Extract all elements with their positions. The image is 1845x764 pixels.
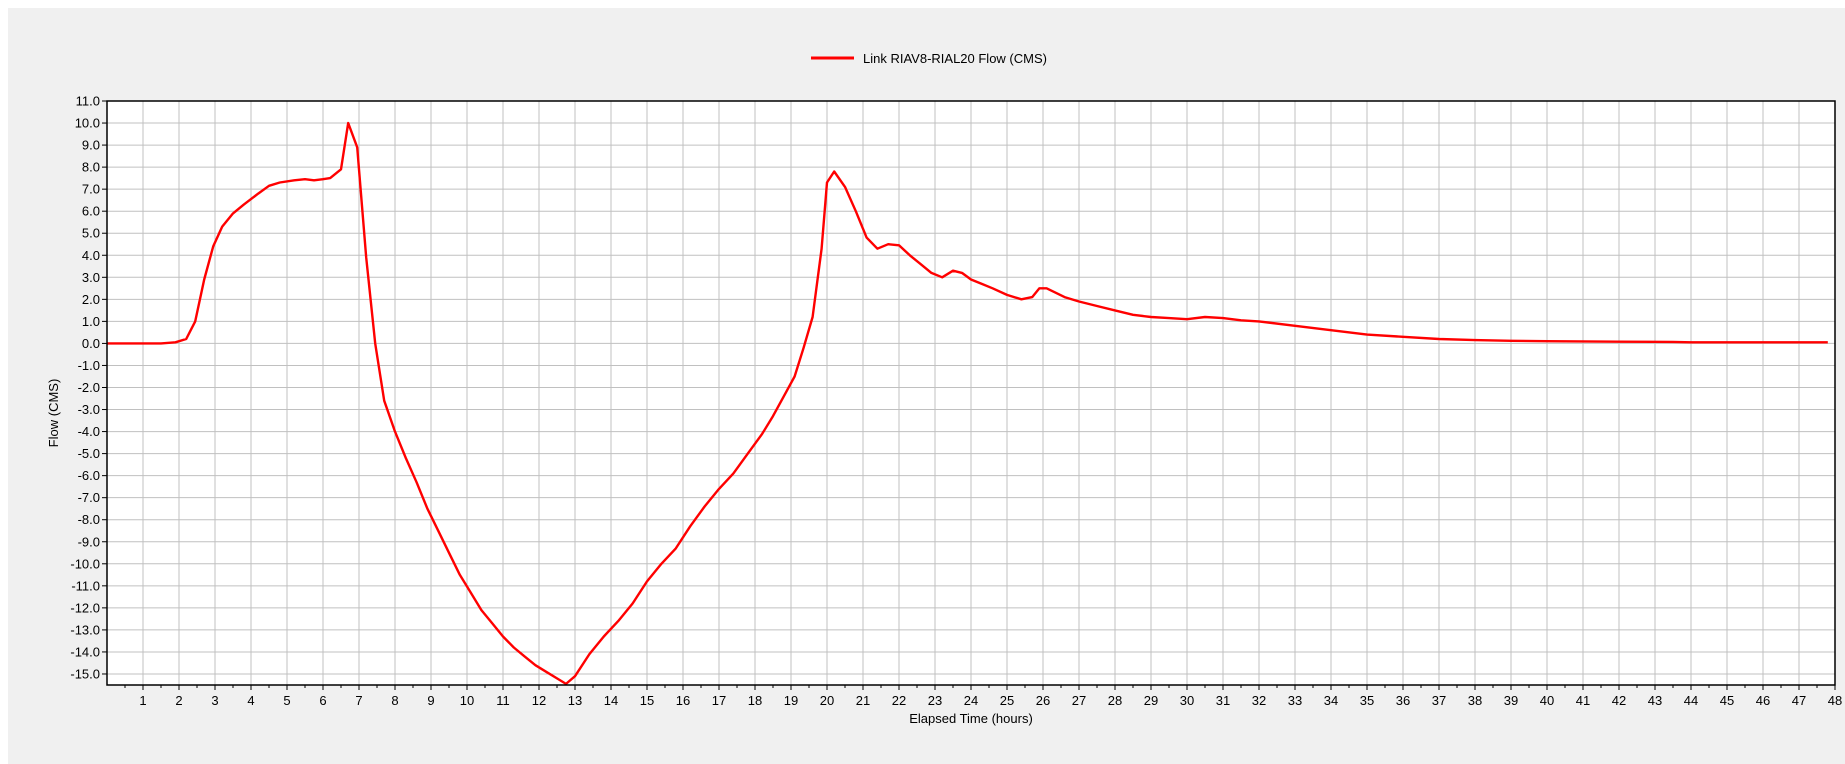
x-tick-label: 26 xyxy=(1036,693,1050,708)
y-tick-label: -6.0 xyxy=(78,468,100,483)
series-line-flow xyxy=(107,121,1828,686)
y-tick-label: 8.0 xyxy=(82,160,100,175)
legend: Link RIAV8-RIAL20 Flow (CMS) xyxy=(811,51,1047,66)
x-tick-label: 16 xyxy=(676,693,690,708)
x-tick-label: 9 xyxy=(427,693,434,708)
plot-frame xyxy=(106,100,1836,686)
y-tick-label: -11.0 xyxy=(71,578,100,593)
y-tick-label: 2.0 xyxy=(82,292,100,307)
y-tick-label: -12.0 xyxy=(70,600,100,615)
x-tick-label: 32 xyxy=(1252,693,1266,708)
x-tick-label: 40 xyxy=(1540,693,1554,708)
x-tick-label: 14 xyxy=(604,693,618,708)
x-tick-label: 43 xyxy=(1648,693,1662,708)
x-tick-label: 11 xyxy=(496,693,510,708)
y-tick-label: -1.0 xyxy=(78,358,100,373)
x-tick-label: 27 xyxy=(1072,693,1086,708)
y-axis-ticks: 11.0 10.0 9.0 8.0 7.0 6.0 5.0 4.0 3.0 2.0 1.0 0.0 -1… xyxy=(70,94,107,681)
x-tick-label: 4 xyxy=(247,693,254,708)
x-tick-label: 2 xyxy=(175,693,182,708)
x-tick-label: 37 xyxy=(1432,693,1446,708)
x-tick-label: 1 xyxy=(139,693,146,708)
x-tick-label: 10 xyxy=(460,693,474,708)
y-tick-label: -3.0 xyxy=(78,402,100,417)
y-tick-label: -8.0 xyxy=(78,512,100,527)
x-tick-label: 47 xyxy=(1792,693,1806,708)
y-tick-label: 9.0 xyxy=(82,138,100,153)
x-tick-label: 22 xyxy=(892,693,906,708)
x-tick-label: 29 xyxy=(1144,693,1158,708)
y-tick-label: 0.0 xyxy=(82,336,100,351)
y-tick-label: -13.0 xyxy=(70,622,100,637)
y-tick-label: 6.0 xyxy=(82,204,100,219)
y-tick-label: 11.0 xyxy=(76,94,100,109)
x-tick-label: 28 xyxy=(1108,693,1122,708)
x-tick-label: 30 xyxy=(1180,693,1194,708)
x-tick-label: 18 xyxy=(748,693,762,708)
x-tick-label: 48 xyxy=(1828,693,1842,708)
y-tick-label: -7.0 xyxy=(78,490,100,505)
x-tick-label: 42 xyxy=(1612,693,1626,708)
x-tick-label: 36 xyxy=(1396,693,1410,708)
x-tick-label: 45 xyxy=(1720,693,1734,708)
x-tick-label: 31 xyxy=(1216,693,1230,708)
flow-chart: 11.0 10.0 9.0 8.0 7.0 6.0 5.0 4.0 3.0 2.0 1.0 0.0 -1… xyxy=(46,51,1842,726)
x-tick-label: 6 xyxy=(319,693,326,708)
series-lines xyxy=(107,121,1828,686)
y-tick-label: -2.0 xyxy=(78,380,100,395)
x-tick-label: 38 xyxy=(1468,693,1482,708)
x-axis-title: Elapsed Time (hours) xyxy=(909,711,1033,726)
x-tick-label: 13 xyxy=(568,693,582,708)
y-tick-label: 7.0 xyxy=(82,182,100,197)
x-tick-label: 46 xyxy=(1756,693,1770,708)
x-tick-label: 23 xyxy=(928,693,942,708)
x-tick-label: 24 xyxy=(964,693,978,708)
y-tick-label: -14.0 xyxy=(70,644,100,659)
y-tick-label: -10.0 xyxy=(70,556,100,571)
y-axis-title: Flow (CMS) xyxy=(46,379,61,448)
x-axis-ticks: 1 2 3 4 5 6 7 8 9 10 11 12 13 14 15 16 17 18 19 20 21 22 23 24 2… xyxy=(124,685,1842,708)
y-tick-label: -15.0 xyxy=(70,666,100,681)
y-tick-label: -5.0 xyxy=(78,446,100,461)
chart-panel: 11.0 10.0 9.0 8.0 7.0 6.0 5.0 4.0 3.0 2.0 1.0 0.0 -1… xyxy=(8,8,1845,764)
x-tick-label: 12 xyxy=(532,693,546,708)
x-tick-label: 34 xyxy=(1324,693,1338,708)
x-tick-label: 8 xyxy=(391,693,398,708)
x-tick-label: 25 xyxy=(1000,693,1014,708)
x-tick-label: 5 xyxy=(283,693,290,708)
x-tick-label: 20 xyxy=(820,693,834,708)
x-tick-label: 17 xyxy=(712,693,726,708)
x-tick-label: 3 xyxy=(211,693,218,708)
legend-label: Link RIAV8-RIAL20 Flow (CMS) xyxy=(863,51,1047,66)
y-tick-label: 5.0 xyxy=(82,226,100,241)
y-tick-label: -4.0 xyxy=(78,424,100,439)
y-tick-label: 1.0 xyxy=(82,314,100,329)
x-tick-label: 33 xyxy=(1288,693,1302,708)
x-tick-label: 15 xyxy=(640,693,654,708)
x-tick-label: 21 xyxy=(856,693,870,708)
x-tick-label: 44 xyxy=(1684,693,1698,708)
x-tick-label: 7 xyxy=(355,693,362,708)
x-tick-label: 19 xyxy=(784,693,798,708)
y-tick-label: 3.0 xyxy=(82,270,100,285)
y-tick-label: -9.0 xyxy=(78,534,100,549)
grid-lines xyxy=(107,100,1836,685)
x-tick-label: 41 xyxy=(1576,693,1590,708)
y-tick-label: 4.0 xyxy=(82,248,100,263)
x-tick-label: 39 xyxy=(1504,693,1518,708)
x-tick-label: 35 xyxy=(1360,693,1374,708)
y-tick-label: 10.0 xyxy=(75,116,100,131)
